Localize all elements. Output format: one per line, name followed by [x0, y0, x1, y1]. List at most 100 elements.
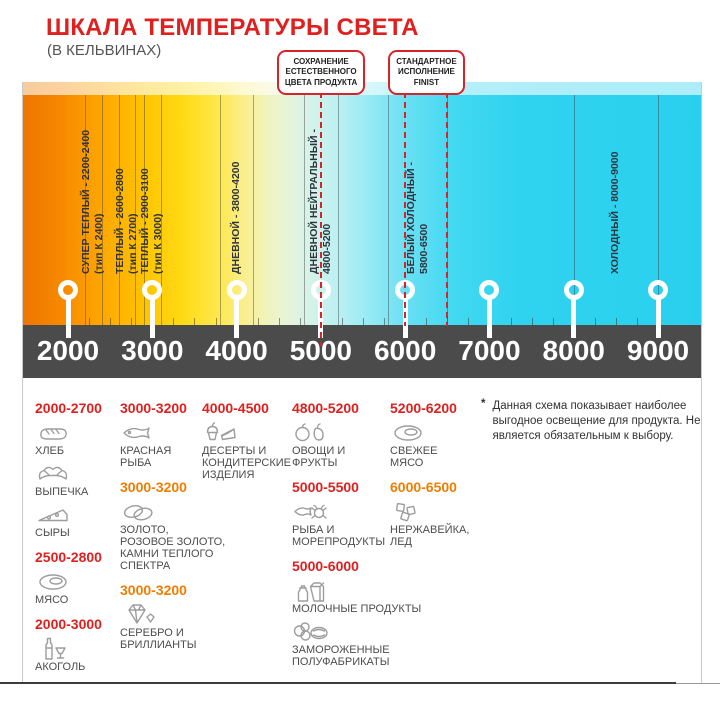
recommendation-item: ВЫПЕЧКА	[35, 461, 88, 498]
minor-tick-2750	[131, 318, 133, 325]
minor-tick-2250	[89, 318, 91, 325]
minor-tick-5750	[384, 318, 386, 325]
minor-tick-7500	[531, 318, 533, 325]
callout-dash-6000	[404, 92, 407, 326]
minor-tick-3750	[215, 318, 217, 325]
frame-bottom-border	[0, 682, 676, 684]
item-label: СЫРЫ	[35, 527, 70, 539]
seafood-icon	[292, 499, 385, 523]
tick-8000: 8000	[542, 335, 605, 366]
zone-label-text: ХОЛОДНЫЙ - 8000-9000	[609, 151, 622, 274]
recommendation-column-5: 5200-6200 СВЕЖЕЕ МЯСО 6000-6500 НЕРЖАВЕЙКА,…	[390, 398, 469, 550]
minor-tick-6250	[426, 318, 428, 325]
kelvin-axis	[22, 325, 702, 378]
zone-boundary-4800	[304, 95, 305, 325]
gradient-bar	[22, 95, 702, 325]
tick-2000: 2000	[36, 335, 100, 366]
tick-7000: 7000	[458, 335, 521, 366]
callout-dash-6500	[446, 92, 449, 326]
recommendation-column-3: 4000-4500 ДЕСЕРТЫ И КОНДИТЕРСКИЕ ИЗДЕЛИЯ	[202, 398, 291, 483]
zone-label-3: ТЕПЛЫЙ - 2900-3100 (тип К 3000)	[139, 168, 165, 274]
rings-icon	[120, 499, 225, 523]
recommendation-item: МЯСО	[35, 569, 71, 606]
zone-boundary-5200	[337, 95, 339, 325]
recommendation-item: АКОГОЛЬ	[35, 636, 85, 673]
range-badge: 3000-3200	[120, 479, 187, 495]
range-badge: 5000-6000	[292, 558, 359, 574]
fish-icon	[120, 420, 171, 444]
frame-right-border	[701, 82, 702, 684]
item-label: ОВОЩИ И ФРУКТЫ	[292, 445, 346, 469]
item-label: ХЛЕБ	[35, 445, 65, 457]
frame-bottom-border-light	[676, 683, 720, 684]
marker-circle-8000	[563, 280, 584, 300]
recommendation-item: ОВОЩИ И ФРУКТЫ	[292, 420, 345, 469]
recommendation-item: СЫРЫ	[35, 502, 71, 539]
meat-icon	[35, 569, 71, 593]
cheese-icon	[35, 502, 71, 526]
recommendation-column-4: 4800-5200 ОВОЩИ И ФРУКТЫ 5000-5500 РЫБА И М…	[292, 398, 421, 670]
minor-tick-5250	[341, 318, 343, 325]
recommendation-item: ХЛЕБ	[35, 420, 71, 457]
finist-standard-callout: СТАНДАРТНОЕ ИСПОЛНЕНИЕ FINIST	[388, 50, 465, 96]
item-label: СЕРЕБРО И БРИЛЛИАНТЫ	[120, 627, 197, 651]
zone-boundary-2400	[101, 95, 103, 325]
zone-boundary-9000	[658, 95, 659, 325]
tick-6000: 6000	[373, 335, 437, 366]
recommendation-item: СЕРЕБРО И БРИЛЛИАНТЫ	[120, 602, 197, 651]
frozen-icon	[292, 619, 390, 643]
zone-label-text: ТЕПЛЫЙ - 2900-3100	[139, 168, 152, 274]
croissant-icon	[35, 461, 88, 485]
item-label: РЫБА И МОРЕПРОДУКТЫ	[292, 524, 386, 548]
recommendation-item: КРАСНАЯ РЫБА	[120, 420, 171, 469]
dessert-icon	[202, 420, 291, 444]
recommendation-item: ЗОЛОТО, РОЗОВОЕ ЗОЛОТО, КАМНИ ТЕПЛОГО СП…	[120, 499, 225, 572]
item-label: ЗАМОРОЖЕННЫЕ ПОЛУФАБРИКАТЫ	[292, 644, 390, 668]
range-badge: 4000-4500	[202, 400, 269, 416]
recommendation-item: РЫБА И МОРЕПРОДУКТЫ	[292, 499, 385, 548]
preserve-color-callout: СОХРАНЕНИЕ ЕСТЕСТВЕННОГО ЦВЕТА ПРОДУКТА	[276, 50, 366, 96]
ice-icon	[390, 499, 469, 523]
minor-tick-8250	[594, 318, 596, 325]
tick-9000: 9000	[626, 335, 690, 366]
zone-label-text: СУПЕР ТЕПЛЫЙ - 2200-2400	[80, 129, 93, 274]
minor-tick-4250	[257, 318, 259, 325]
zone-boundary-4200	[253, 95, 255, 325]
item-label: НЕРЖАВЕЙКА, ЛЕД	[390, 524, 470, 548]
item-label: МОЛОЧНЫЕ ПРОДУКТЫ	[292, 603, 422, 615]
item-label: ЗОЛОТО, РОЗОВОЕ ЗОЛОТО, КАМНИ ТЕПЛОГО СП…	[120, 524, 226, 572]
minor-tick-3250	[173, 318, 175, 325]
minor-tick-8750	[636, 318, 638, 325]
frame-left-border	[22, 82, 23, 684]
recommendation-item: ЗАМОРОЖЕННЫЕ ПОЛУФАБРИКАТЫ	[292, 619, 390, 668]
range-badge: 2000-2700	[35, 400, 102, 416]
callout-line: ИСПОЛНЕНИЕ	[397, 67, 455, 77]
marker-circle-2000	[58, 280, 78, 300]
range-badge: 4800-5200	[292, 400, 359, 416]
footnote: * Данная схема показывает наиболее выгод…	[481, 398, 707, 445]
zone-boundary-2900	[143, 95, 145, 325]
zone-boundary-2600	[118, 95, 120, 325]
recommendation-column-1: 2000-2700 ХЛЕБ ВЫПЕЧКА СЫРЫ 2500-2800 МЯСО 200…	[35, 398, 102, 675]
marker-stem-2000	[65, 298, 71, 338]
minor-tick-3500	[194, 318, 196, 325]
callout-dash-5000	[319, 92, 322, 346]
range-badge: 2500-2800	[35, 549, 102, 565]
zone-boundary-5800	[388, 95, 390, 325]
marker-stem-8000	[571, 298, 577, 338]
alcohol-icon	[35, 636, 85, 660]
marker-circle-3000	[142, 280, 163, 300]
marker-stem-7000	[486, 298, 492, 338]
zone-boundary-2200	[84, 95, 86, 325]
zone-boundary-3100	[160, 95, 162, 325]
tick-3000: 3000	[121, 335, 184, 366]
callout-line: СОХРАНЕНИЕ	[293, 57, 349, 66]
marker-circle-7000	[479, 280, 500, 300]
range-badge: 3000-3200	[120, 582, 187, 598]
fruits-icon	[292, 420, 345, 444]
zone-boundary-3800	[219, 95, 221, 325]
recommendation-item: ДЕСЕРТЫ И КОНДИТЕРСКИЕ ИЗДЕЛИЯ	[202, 420, 291, 481]
minor-tick-7250	[510, 318, 512, 325]
zone-label-1: СУПЕР ТЕПЛЫЙ - 2200-2400 (тип К 2400)	[80, 130, 106, 274]
